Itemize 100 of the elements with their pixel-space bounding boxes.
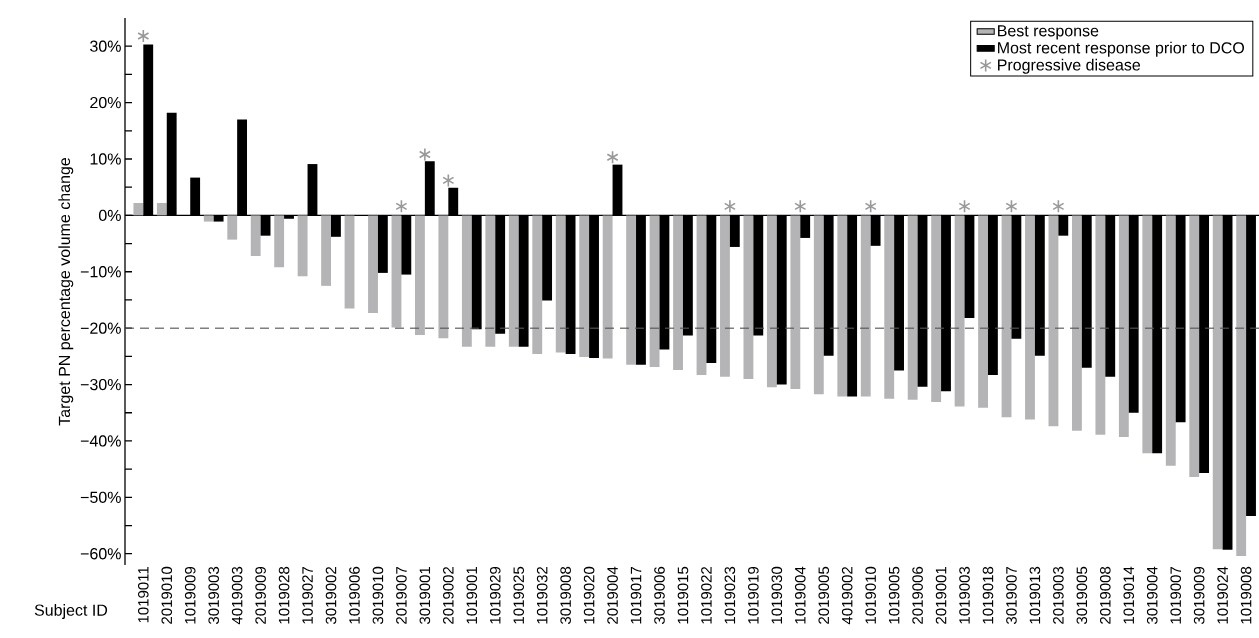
x-tick-label: 2019010 [161,566,173,624]
bar [555,215,566,353]
x-tick-label: 3019008 [560,566,571,625]
y-tick-label: 0% [98,209,121,222]
legend-label: Best response [998,25,1099,40]
y-axis-title: Target PN percentage volume change [58,157,74,426]
bar [1048,215,1059,427]
bar [626,215,637,365]
x-tick-label: 3019007 [1006,566,1017,625]
y-tick-label: −10% [80,266,121,278]
bar [837,215,848,397]
bar [1165,215,1176,466]
x-tick-label: 1019005 [888,566,900,624]
y-tick-label: 30% [90,40,121,52]
x-tick-label: 3019004 [1146,566,1158,625]
y-tick-label: −20% [80,322,121,334]
x-tick-label: 1019015 [677,566,689,624]
bar [860,215,871,397]
x-tick-label: 3019003 [208,566,219,625]
bar [649,215,660,368]
bar [508,215,519,347]
x-tick-label: 1019009 [184,566,196,624]
bar [1025,215,1035,420]
x-tick-label: 1019011 [137,566,149,623]
bar [156,202,167,216]
y-tick-label: 10% [90,153,121,165]
x-tick-label: 3019010 [372,566,384,625]
bar [297,215,308,277]
x-tick-label: 2019001 [935,566,947,624]
bar [1001,215,1012,418]
bar [579,215,590,357]
y-tick-label: −50% [80,491,121,503]
bar [321,215,332,286]
x-tick-label: 1019003 [959,566,970,624]
point [606,150,619,165]
bar [743,215,754,379]
x-tick-label: 4019003 [231,566,243,625]
point [723,199,736,214]
x-tick-label: 1019013 [1029,566,1041,624]
x-tick-label: 2019009 [255,566,266,624]
point [864,199,877,214]
legend-label: Progressive disease [998,58,1141,74]
bar [485,215,496,347]
bar [1095,215,1106,435]
x-tick-label: 2019008 [1100,566,1111,624]
y-tick-label: −30% [80,378,121,391]
x-tick-label: 1019014 [1123,566,1135,624]
x-tick-label: 1019022 [701,566,712,624]
bar [461,215,472,347]
bar [250,215,261,256]
x-tick-label: 1019029 [489,566,501,624]
x-tick-label: 1019023 [724,566,736,624]
bar [884,215,895,399]
y-tick-label: 20% [90,96,121,109]
point [1052,199,1065,214]
x-tick-label: 1019032 [536,566,548,624]
x-tick-label: 3019009 [1193,566,1205,625]
x-tick-label: 3019006 [654,566,665,625]
bar [696,215,707,375]
x-tick-label: 3019005 [1076,566,1088,625]
y-tick-label: −60% [80,548,121,560]
x-tick-label: 2019002 [443,566,454,624]
x-tick-label: 2019005 [818,566,830,624]
bar [133,202,144,216]
x-tick-label: 1019006 [349,566,360,624]
bar [931,215,942,403]
x-tick-label: 1019004 [794,566,806,624]
bar [720,215,730,377]
x-tick-label: 1019018 [982,566,994,624]
x-tick-label: 2019004 [607,566,618,624]
bar [766,215,777,388]
point [442,173,455,188]
x-tick-label: 2019003 [1053,566,1064,624]
bar [1189,215,1200,478]
point [137,29,150,43]
point [958,199,971,214]
bar [1142,215,1153,454]
bar [673,215,683,370]
bar [532,215,543,355]
x-axis-title: Subject ID [34,604,108,619]
point [418,147,431,162]
bar [391,215,402,328]
x-tick-label: 2019007 [396,566,407,624]
bar [227,215,238,240]
y-tick-label: −40% [80,435,121,447]
bar [1071,215,1082,431]
x-tick-label: 1019008 [1240,566,1252,624]
bar [438,215,449,339]
bar [203,215,214,222]
bar [1212,215,1223,550]
x-tick-label: 1019007 [1170,566,1182,624]
x-tick-label: 1019017 [630,566,642,624]
bar [415,215,425,335]
bar [907,215,918,400]
bar [274,215,285,268]
bar [790,215,801,390]
x-tick-label: 1019027 [302,566,313,624]
bar [344,215,355,309]
point [395,199,408,214]
x-tick-label: 1019020 [583,566,595,624]
